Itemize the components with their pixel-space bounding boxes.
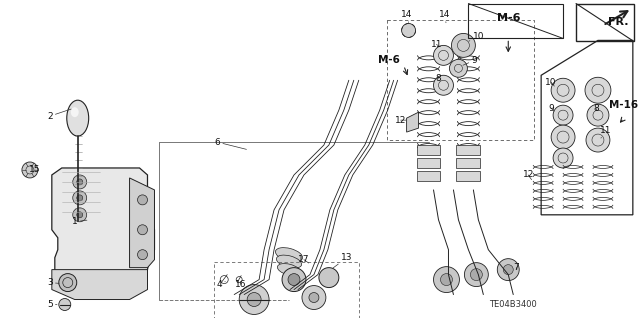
Polygon shape xyxy=(129,178,154,268)
Circle shape xyxy=(77,212,83,218)
Bar xyxy=(387,20,534,140)
Polygon shape xyxy=(406,112,419,132)
Bar xyxy=(456,171,481,181)
Text: 16: 16 xyxy=(236,280,247,289)
Ellipse shape xyxy=(277,263,301,276)
Text: 4: 4 xyxy=(216,280,225,289)
Text: 10: 10 xyxy=(545,78,557,87)
Text: M-6: M-6 xyxy=(497,13,520,24)
Circle shape xyxy=(433,45,454,65)
Circle shape xyxy=(59,274,77,292)
Bar xyxy=(456,158,481,168)
Circle shape xyxy=(433,75,454,95)
Text: 14: 14 xyxy=(439,10,450,23)
Bar xyxy=(456,145,481,155)
Text: 13: 13 xyxy=(333,253,353,268)
Circle shape xyxy=(551,125,575,149)
Circle shape xyxy=(553,148,573,168)
Circle shape xyxy=(239,285,269,315)
Bar xyxy=(576,4,634,41)
Circle shape xyxy=(402,24,415,37)
Circle shape xyxy=(59,299,71,310)
Circle shape xyxy=(22,162,38,178)
Text: 11: 11 xyxy=(600,126,612,138)
Circle shape xyxy=(73,191,86,205)
Circle shape xyxy=(503,265,513,275)
Text: 10: 10 xyxy=(469,32,484,41)
Text: 1: 1 xyxy=(72,217,87,226)
Circle shape xyxy=(497,259,519,281)
Text: 11: 11 xyxy=(431,40,442,49)
Circle shape xyxy=(138,225,147,235)
Text: M-16: M-16 xyxy=(609,100,639,110)
Bar xyxy=(214,262,359,318)
Bar xyxy=(468,4,563,38)
Text: 8: 8 xyxy=(436,74,442,83)
Ellipse shape xyxy=(276,255,301,268)
Circle shape xyxy=(586,128,610,152)
Circle shape xyxy=(73,175,86,189)
Bar xyxy=(417,158,440,168)
Circle shape xyxy=(302,286,326,309)
Text: 15: 15 xyxy=(29,166,40,174)
Circle shape xyxy=(449,59,467,77)
Circle shape xyxy=(247,293,261,307)
Bar xyxy=(417,145,440,155)
Text: 7: 7 xyxy=(513,263,519,272)
Circle shape xyxy=(585,77,611,103)
Text: 12: 12 xyxy=(395,115,406,125)
Circle shape xyxy=(138,250,147,260)
Circle shape xyxy=(138,195,147,205)
Circle shape xyxy=(440,274,452,286)
Circle shape xyxy=(77,195,83,201)
Ellipse shape xyxy=(67,100,89,136)
Circle shape xyxy=(73,208,86,222)
Circle shape xyxy=(288,274,300,286)
Circle shape xyxy=(465,263,488,286)
Circle shape xyxy=(433,267,460,293)
Text: FR.: FR. xyxy=(607,18,628,27)
Text: TE04B3400: TE04B3400 xyxy=(490,300,537,309)
Circle shape xyxy=(77,179,83,185)
Circle shape xyxy=(319,268,339,287)
Text: M-6: M-6 xyxy=(378,55,399,65)
Circle shape xyxy=(282,268,306,292)
Text: 6: 6 xyxy=(214,137,246,149)
Text: 8: 8 xyxy=(593,104,599,113)
Circle shape xyxy=(309,293,319,302)
Circle shape xyxy=(587,104,609,126)
Circle shape xyxy=(451,33,476,57)
Polygon shape xyxy=(52,168,154,278)
Text: 9: 9 xyxy=(548,104,554,113)
Text: 2: 2 xyxy=(47,109,71,121)
Text: 12: 12 xyxy=(522,170,534,180)
Text: 17: 17 xyxy=(298,255,310,264)
Ellipse shape xyxy=(71,107,79,117)
Text: 9: 9 xyxy=(463,56,477,65)
Circle shape xyxy=(470,269,483,281)
Circle shape xyxy=(551,78,575,102)
Circle shape xyxy=(553,105,573,125)
Text: 14: 14 xyxy=(401,10,412,22)
Polygon shape xyxy=(52,270,147,300)
Ellipse shape xyxy=(275,248,303,262)
Text: 3: 3 xyxy=(47,278,59,287)
Bar xyxy=(417,171,440,181)
Text: 5: 5 xyxy=(47,300,57,309)
